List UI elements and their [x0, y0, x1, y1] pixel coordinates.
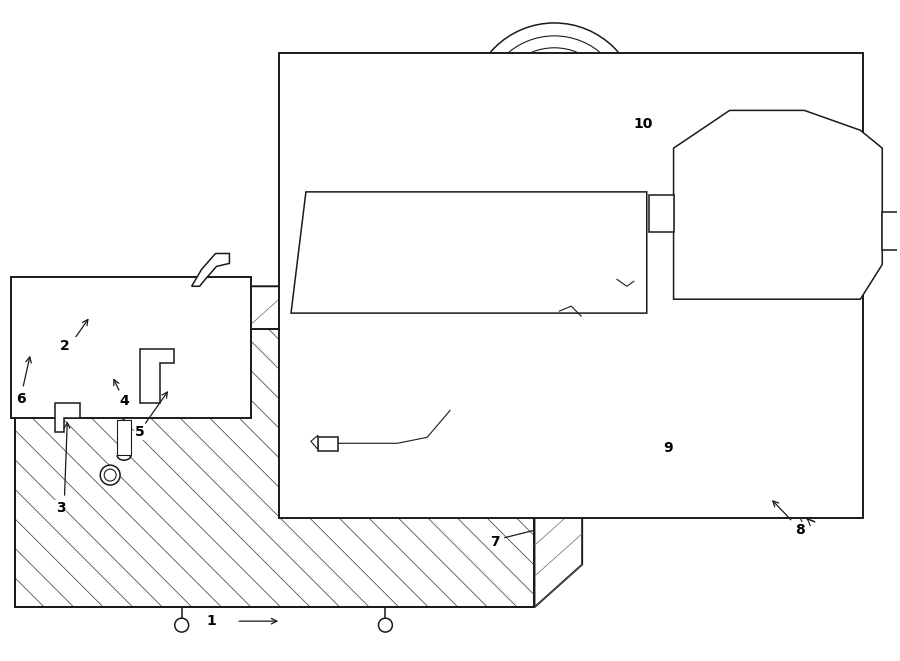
Text: 9: 9 — [663, 442, 673, 455]
Circle shape — [100, 465, 120, 485]
Circle shape — [711, 178, 735, 202]
Circle shape — [683, 71, 704, 91]
Circle shape — [619, 215, 634, 231]
Circle shape — [484, 318, 559, 393]
Text: 5: 5 — [135, 426, 145, 440]
Bar — [11, 278, 251, 418]
Text: 10: 10 — [634, 117, 653, 132]
Circle shape — [490, 128, 519, 157]
Circle shape — [805, 262, 824, 282]
Circle shape — [765, 177, 801, 213]
Text: 6: 6 — [16, 391, 25, 406]
Circle shape — [64, 387, 74, 397]
Circle shape — [704, 170, 743, 210]
Circle shape — [805, 71, 824, 91]
Polygon shape — [14, 329, 535, 607]
Polygon shape — [649, 195, 673, 231]
Text: 1: 1 — [207, 614, 216, 628]
Circle shape — [509, 136, 526, 152]
Polygon shape — [882, 212, 900, 249]
Circle shape — [418, 134, 438, 154]
Circle shape — [104, 469, 116, 481]
Bar — [279, 53, 863, 518]
Circle shape — [653, 206, 670, 221]
Circle shape — [738, 251, 778, 292]
Circle shape — [470, 120, 506, 155]
Circle shape — [507, 59, 602, 155]
Polygon shape — [14, 286, 582, 329]
Circle shape — [887, 223, 900, 239]
Circle shape — [796, 253, 832, 290]
Circle shape — [23, 346, 38, 360]
Circle shape — [689, 258, 717, 286]
Polygon shape — [535, 286, 582, 607]
Text: 2: 2 — [59, 339, 69, 353]
Circle shape — [773, 185, 793, 205]
Circle shape — [681, 249, 725, 293]
Circle shape — [540, 93, 568, 122]
Polygon shape — [140, 349, 174, 403]
Circle shape — [379, 618, 392, 632]
Polygon shape — [310, 436, 318, 449]
Polygon shape — [291, 192, 647, 313]
Circle shape — [402, 118, 454, 170]
Polygon shape — [673, 110, 882, 299]
Circle shape — [464, 298, 580, 414]
Circle shape — [533, 85, 576, 130]
Circle shape — [175, 618, 189, 632]
Circle shape — [56, 387, 66, 397]
Bar — [318, 438, 338, 451]
Circle shape — [482, 36, 626, 179]
Circle shape — [504, 130, 532, 158]
Circle shape — [447, 282, 596, 430]
Text: 8: 8 — [795, 523, 805, 537]
Circle shape — [518, 71, 590, 143]
Circle shape — [18, 340, 43, 366]
Text: 7: 7 — [490, 535, 500, 549]
Circle shape — [477, 126, 499, 148]
Circle shape — [429, 192, 445, 208]
Circle shape — [564, 296, 578, 310]
Bar — [117, 420, 131, 455]
Circle shape — [496, 134, 514, 151]
Text: 4: 4 — [119, 393, 129, 408]
Bar — [68, 306, 112, 403]
Polygon shape — [55, 403, 80, 432]
Circle shape — [470, 23, 639, 192]
Circle shape — [376, 93, 480, 196]
Circle shape — [746, 260, 770, 284]
Circle shape — [495, 48, 614, 167]
Text: 3: 3 — [56, 501, 66, 515]
Circle shape — [389, 104, 468, 184]
Polygon shape — [192, 253, 230, 286]
Circle shape — [750, 475, 776, 501]
Circle shape — [504, 338, 539, 373]
Bar — [14, 329, 535, 607]
